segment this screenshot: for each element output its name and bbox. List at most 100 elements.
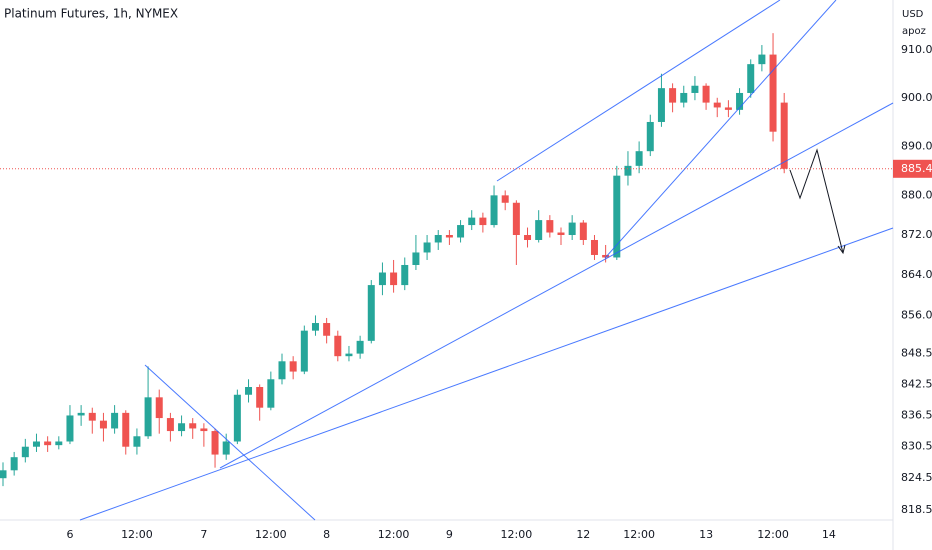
candle-body xyxy=(780,102,788,169)
candle-body xyxy=(468,217,476,226)
candle-body xyxy=(178,423,186,432)
candle-body xyxy=(501,195,509,203)
y-tick-label: 818.5 xyxy=(901,503,932,516)
candle-body xyxy=(278,361,286,380)
candle-body xyxy=(490,195,498,226)
candle-body xyxy=(635,151,643,166)
y-tick-label: 890.0 xyxy=(901,139,932,152)
candle-body xyxy=(579,222,587,240)
last-price-label: 885.4 xyxy=(901,162,932,175)
lower-support-line xyxy=(79,227,894,521)
y-tick-label: 848.5 xyxy=(901,347,932,360)
chart-title: Platinum Futures, 1h, NYMEX xyxy=(4,7,178,21)
candle-body xyxy=(646,121,654,152)
candle-body xyxy=(590,239,598,255)
candle-body xyxy=(222,441,230,455)
candle-body xyxy=(155,397,163,419)
x-tick-label: 7 xyxy=(200,528,207,541)
candle-body xyxy=(512,202,520,236)
last-price-box xyxy=(893,159,932,178)
x-tick-label: 12:00 xyxy=(121,528,153,541)
candle-body xyxy=(300,330,308,372)
candle-body xyxy=(189,423,197,429)
candle-body xyxy=(423,242,431,253)
candle-body xyxy=(211,431,219,455)
candle-body xyxy=(267,379,275,408)
candle-body xyxy=(457,225,465,238)
y-tick-label: 856.0 xyxy=(901,308,932,321)
y-tick-label: 836.5 xyxy=(901,408,932,421)
candle-body xyxy=(32,441,40,447)
x-tick-label: 9 xyxy=(446,528,453,541)
candle-body xyxy=(747,64,755,93)
candle-body xyxy=(367,285,375,341)
candle-body xyxy=(568,222,576,236)
candle-body xyxy=(378,272,386,286)
candle-body xyxy=(546,220,554,233)
projection-path xyxy=(789,148,844,254)
candle-body xyxy=(613,175,621,258)
candle-body xyxy=(0,470,7,479)
candle-body xyxy=(133,436,141,447)
candle-body xyxy=(736,92,744,110)
candle-body xyxy=(323,323,331,336)
candle-body xyxy=(200,428,208,432)
candle-body xyxy=(55,441,63,446)
candle-body xyxy=(21,446,29,458)
candle-body xyxy=(233,394,241,442)
x-tick-label: 8 xyxy=(323,528,330,541)
x-tick-label: 12:00 xyxy=(255,528,287,541)
candle-body xyxy=(657,88,665,122)
candle-body xyxy=(434,235,442,243)
candle-body xyxy=(144,397,152,437)
y-tick-label: 824.5 xyxy=(901,471,932,484)
candle-body xyxy=(256,387,264,408)
candle-body xyxy=(10,457,18,471)
currency-label: USD xyxy=(902,9,924,20)
x-tick-label: 13 xyxy=(699,528,713,541)
scale-mode-label: apoz xyxy=(902,26,926,37)
candle-body xyxy=(702,85,710,103)
x-tick-label: 12:00 xyxy=(623,528,655,541)
candle-body xyxy=(713,102,721,108)
y-tick-label: 900.0 xyxy=(901,91,932,104)
candle-body xyxy=(390,272,398,286)
candles xyxy=(0,33,788,487)
down-trend-line xyxy=(144,364,316,521)
candle-body xyxy=(602,254,610,258)
x-tick-label: 12:00 xyxy=(378,528,410,541)
steep-trend-line xyxy=(604,0,837,259)
x-tick-label: 12 xyxy=(576,528,590,541)
candle-body xyxy=(111,412,119,429)
support-line xyxy=(219,102,894,469)
candle-body xyxy=(412,252,420,265)
x-tick-label: 14 xyxy=(822,528,836,541)
y-tick-label: 872.0 xyxy=(901,228,932,241)
projection-arrowhead xyxy=(837,244,846,255)
candle-body xyxy=(289,361,297,372)
candle-body xyxy=(245,387,253,395)
candle-body xyxy=(724,107,732,110)
candle-body xyxy=(680,92,688,103)
y-tick-label: 880.0 xyxy=(901,188,932,201)
candle-body xyxy=(557,232,565,236)
x-tick-label: 12:00 xyxy=(757,528,789,541)
candle-body xyxy=(44,441,52,446)
candle-body xyxy=(535,220,543,240)
candle-body xyxy=(624,165,632,176)
candle-body xyxy=(311,323,319,331)
drawings xyxy=(79,0,894,521)
y-tick-label: 842.5 xyxy=(901,377,932,390)
candle-body xyxy=(401,264,409,286)
candle-body xyxy=(758,54,766,65)
candle-body xyxy=(479,217,487,226)
candle-body xyxy=(524,235,532,240)
candle-body xyxy=(334,335,342,357)
candle-body xyxy=(345,353,353,357)
x-tick-label: 12:00 xyxy=(501,528,533,541)
candle-body xyxy=(356,340,364,354)
candle-body xyxy=(669,88,677,103)
candle-body xyxy=(691,85,699,93)
